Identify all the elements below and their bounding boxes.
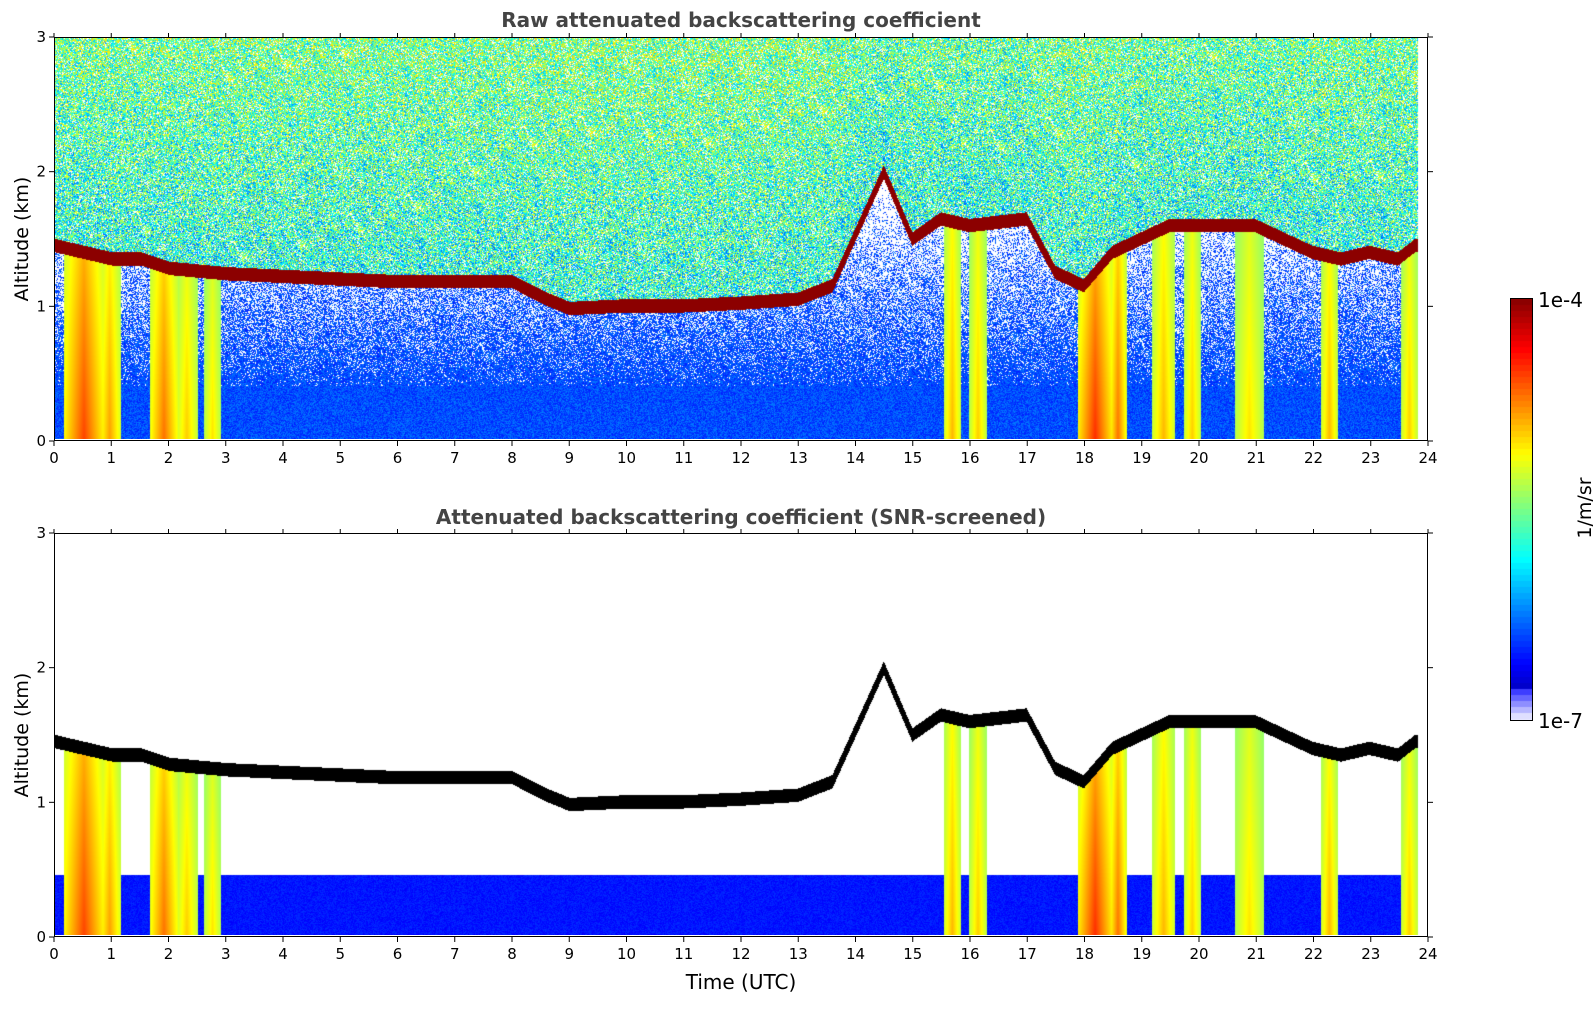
- top-x-tick-label: 11: [674, 449, 693, 467]
- colorbar-min-label: 1e-7: [1538, 709, 1583, 733]
- top-x-tick-label: 17: [1018, 449, 1037, 467]
- bottom-x-tick-label: 16: [960, 945, 979, 963]
- top-x-tick-label: 8: [507, 449, 517, 467]
- bottom-x-tick-label: 18: [1075, 945, 1094, 963]
- top-x-tick-label: 23: [1361, 449, 1380, 467]
- bottom-x-tick-label: 6: [393, 945, 403, 963]
- bottom-x-tick-label: 10: [617, 945, 636, 963]
- bottom-x-tick-label: 21: [1247, 945, 1266, 963]
- top-x-tick-label: 2: [164, 449, 174, 467]
- bottom-x-tick-label: 23: [1361, 945, 1380, 963]
- top-x-tick-label: 6: [393, 449, 403, 467]
- top-y-tick-label: 1: [36, 297, 46, 315]
- bottom-x-tick-label: 19: [1132, 945, 1151, 963]
- bottom-x-tick-label: 14: [846, 945, 865, 963]
- bottom-x-tick-label: 8: [507, 945, 517, 963]
- bottom-x-tick-label: 5: [335, 945, 345, 963]
- top-x-tick-label: 14: [846, 449, 865, 467]
- top-x-tick-label: 21: [1247, 449, 1266, 467]
- bottom-x-tick-label: 0: [49, 945, 59, 963]
- bottom-y-tick-label: 2: [36, 659, 46, 677]
- top-x-tick-label: 20: [1189, 449, 1208, 467]
- bottom-x-tick-label: 17: [1018, 945, 1037, 963]
- colorbar-max-label: 1e-4: [1538, 288, 1583, 312]
- bottom-panel-x-axis-label: Time (UTC): [685, 970, 797, 994]
- bottom-x-tick-label: 15: [903, 945, 922, 963]
- top-x-tick-label: 5: [335, 449, 345, 467]
- top-x-tick-label: 7: [450, 449, 460, 467]
- bottom-x-tick-label: 1: [106, 945, 116, 963]
- bottom-x-tick-label: 24: [1418, 945, 1437, 963]
- top-x-tick-label: 15: [903, 449, 922, 467]
- top-x-tick-label: 12: [731, 449, 750, 467]
- colorbar: [1510, 298, 1533, 721]
- colorbar-unit-label: 1/m/sr: [1574, 477, 1595, 539]
- bottom-x-tick-label: 12: [731, 945, 750, 963]
- top-x-tick-label: 10: [617, 449, 636, 467]
- bottom-y-tick-label: 1: [36, 793, 46, 811]
- top-x-tick-label: 18: [1075, 449, 1094, 467]
- bottom-x-tick-label: 7: [450, 945, 460, 963]
- bottom-panel-title: Attenuated backscattering coefficient (S…: [435, 505, 1047, 529]
- top-x-tick-label: 22: [1304, 449, 1323, 467]
- bottom-x-tick-label: 22: [1304, 945, 1323, 963]
- top-y-tick-label: 3: [36, 28, 46, 46]
- top-x-tick-label: 3: [221, 449, 231, 467]
- top-panel-title: Raw attenuated backscattering coefficien…: [501, 8, 981, 32]
- bottom-x-tick-label: 4: [278, 945, 288, 963]
- top-x-tick-label: 1: [106, 449, 116, 467]
- bottom-x-tick-label: 20: [1189, 945, 1208, 963]
- top-y-tick-label: 2: [36, 163, 46, 181]
- bottom-y-tick-label: 3: [36, 524, 46, 542]
- top-x-tick-label: 0: [49, 449, 59, 467]
- colorbar-gradient: [1511, 299, 1532, 720]
- top-x-tick-label: 13: [789, 449, 808, 467]
- bottom-x-tick-label: 13: [789, 945, 808, 963]
- top-x-tick-label: 24: [1418, 449, 1437, 467]
- bottom-y-tick-label: 0: [36, 928, 46, 946]
- top-x-tick-label: 16: [960, 449, 979, 467]
- top-x-tick-label: 19: [1132, 449, 1151, 467]
- top-panel-heatmap: [55, 38, 1426, 439]
- top-y-tick-label: 0: [36, 432, 46, 450]
- bottom-x-tick-label: 2: [164, 945, 174, 963]
- bottom-x-tick-label: 11: [674, 945, 693, 963]
- top-panel-plot-area: [54, 37, 1428, 441]
- top-x-tick-label: 9: [564, 449, 574, 467]
- bottom-panel-heatmap: [55, 534, 1426, 935]
- bottom-panel-plot-area: [54, 533, 1428, 937]
- top-x-tick-label: 4: [278, 449, 288, 467]
- bottom-x-tick-label: 9: [564, 945, 574, 963]
- bottom-x-tick-label: 3: [221, 945, 231, 963]
